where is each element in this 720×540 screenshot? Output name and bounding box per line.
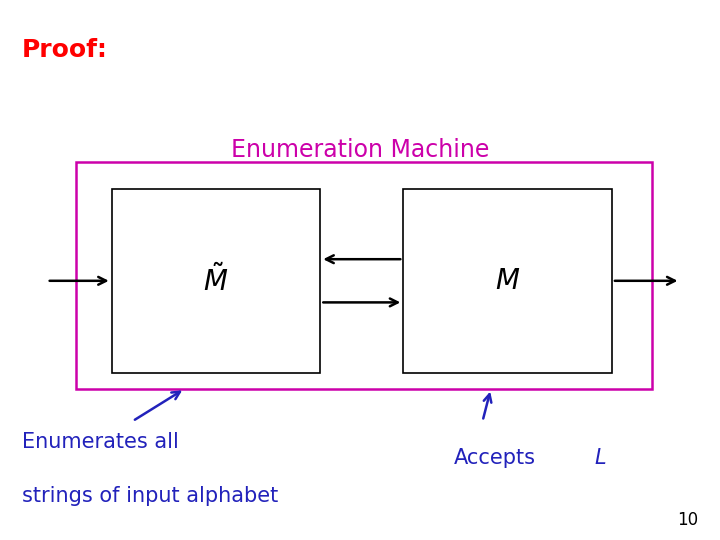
Text: strings of input alphabet: strings of input alphabet	[22, 486, 278, 506]
Text: Enumerates all: Enumerates all	[22, 432, 179, 452]
Text: $\tilde{M}$: $\tilde{M}$	[203, 265, 229, 297]
Text: $L$: $L$	[594, 448, 606, 468]
Bar	[403, 189, 612, 373]
Bar	[112, 189, 320, 373]
Text: Proof:: Proof:	[22, 38, 107, 62]
Text: 10: 10	[678, 511, 698, 529]
Text: Enumeration Machine: Enumeration Machine	[231, 138, 489, 161]
Bar	[76, 162, 652, 389]
Text: Accepts: Accepts	[454, 448, 536, 468]
Text: $M$: $M$	[495, 267, 521, 295]
